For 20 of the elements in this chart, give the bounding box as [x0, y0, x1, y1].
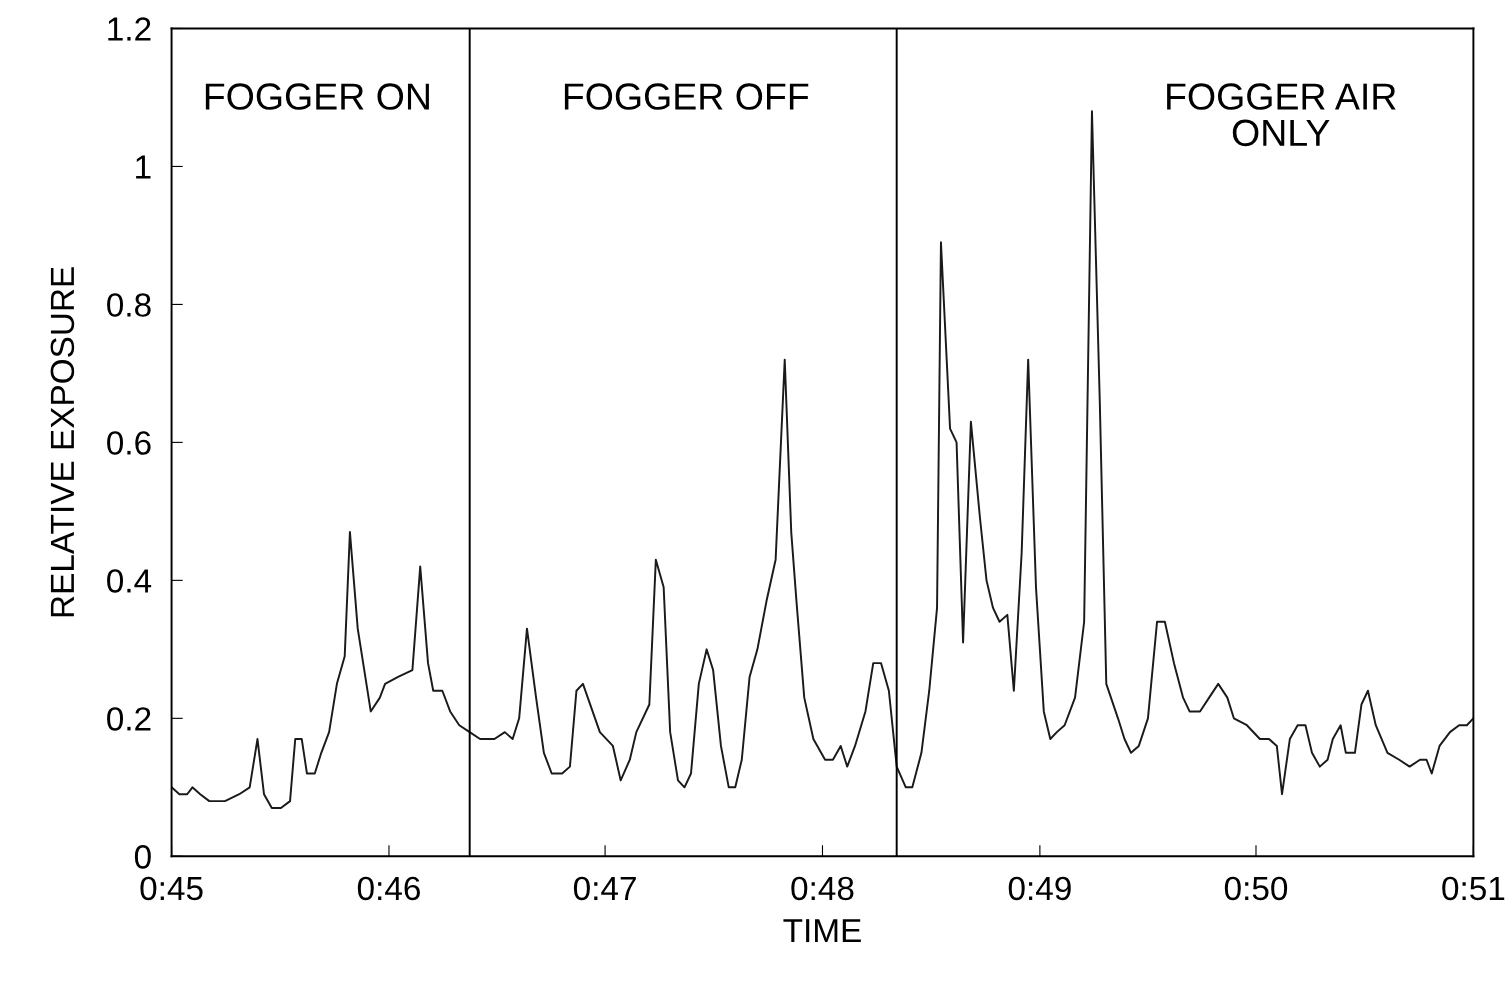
y-tick-label: 1 — [136, 155, 151, 179]
y-tick-label: 0.2 — [107, 707, 151, 731]
x-axis-title: TIME — [783, 919, 861, 943]
x-tick-label: 0:47 — [573, 876, 636, 901]
y-tick-label: 0.6 — [107, 431, 151, 455]
annotation: FOGGER OFF — [564, 83, 809, 110]
x-tick-label: 0:45 — [140, 876, 203, 901]
x-tick-label: 0:51 — [1442, 876, 1505, 901]
x-tick-label: 0:46 — [357, 876, 420, 901]
y-tick-label: 0.8 — [107, 293, 151, 317]
y-tick-label: 0.4 — [107, 569, 152, 593]
annotation: FOGGER ON — [205, 83, 429, 110]
y-tick-label: 0 — [134, 845, 151, 869]
line-series — [171, 110, 1474, 809]
annotation: FOGGER AIR ONLY — [1167, 83, 1396, 147]
x-tick-label: 0:48 — [791, 876, 854, 901]
y-axis-title: RELATIVE EXPOSURE — [50, 267, 75, 617]
x-tick-label: 0:50 — [1224, 876, 1288, 901]
x-tick-label: 0:49 — [1008, 876, 1071, 901]
y-tick-label: 1.2 — [108, 17, 151, 41]
